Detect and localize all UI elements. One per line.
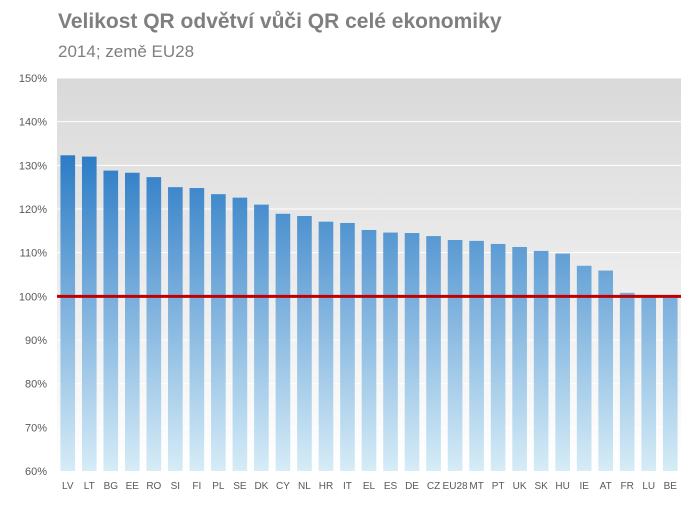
x-tick-label: LT [84,481,95,492]
y-tick-label: 130% [19,160,47,172]
x-tick-label: CY [276,481,290,492]
bar-eu28 [447,240,463,471]
x-tick-label: DE [405,481,419,492]
chart-subtitle: 2014; země EU28 [58,42,195,61]
bar-pl [211,194,226,472]
x-tick-label: HR [319,481,333,492]
bar-el [361,229,377,471]
bar-ro [146,177,162,471]
chart-title: Velikost QR odvětví vůči QR celé ekonomi… [58,10,502,33]
x-tick-label: LU [642,481,655,492]
x-tick-label: CZ [427,481,440,492]
bar-be [662,296,678,471]
x-tick-label: FR [621,481,634,492]
x-tick-label: BE [664,481,678,492]
bar-lu [641,295,657,471]
bar-cy [275,213,291,471]
y-tick-label: 100% [19,291,47,303]
x-tick-label: SE [233,481,247,492]
x-tick-label: FI [192,481,201,492]
bar-si [168,187,183,471]
y-tick-label: 80% [25,379,47,391]
bar-cz [426,236,441,471]
bar-ie [576,265,592,471]
bar-mt [469,240,484,471]
y-tick-label: 140% [19,117,47,129]
y-axis-ticks: 60% 70% 80% 90% 100% 110% 120% 130% 140% 150% [19,73,47,478]
x-tick-label: ES [384,481,398,492]
x-tick-label: IE [579,481,589,492]
x-tick-label: PL [212,481,225,492]
y-tick-label: 70% [25,422,47,434]
bar-ee [124,172,140,472]
bar-sk [533,250,549,471]
x-tick-label: EU28 [443,481,468,492]
x-tick-label: IT [343,481,352,492]
x-tick-label: NL [298,481,311,492]
x-tick-label: AT [600,481,612,492]
x-tick-label: EL [363,481,376,492]
bar-uk [512,246,527,471]
y-tick-label: 60% [25,466,47,478]
bar-hr [318,221,334,471]
x-tick-label: UK [513,481,527,492]
bar-hu [555,253,570,471]
bar-dk [254,204,269,471]
bar-at [598,270,614,471]
x-tick-label: DK [254,481,268,492]
x-tick-label: SK [534,481,548,492]
bar-de [404,233,420,471]
x-tick-label: MT [469,481,483,492]
bar-se [232,197,248,471]
x-tick-label: EE [126,481,140,492]
x-tick-label: PT [492,481,505,492]
y-tick-label: 150% [19,73,47,85]
bar-lt [81,156,97,471]
y-tick-label: 120% [19,204,47,216]
x-tick-label: RO [146,481,161,492]
bar-es [383,232,398,471]
x-tick-label: LV [62,481,74,492]
bar-lv [60,155,76,472]
bar-it [340,222,355,471]
bar-pt [490,243,506,471]
x-axis-ticks: LV LT BG EE RO SI FI PL SE DK CY NL HR IT EL ES DE CZ EU28… [62,481,677,492]
x-tick-label: BG [104,481,119,492]
x-tick-label: SI [171,481,180,492]
bar-fi [189,188,205,472]
y-tick-label: 110% [20,248,48,260]
bar-fr [619,292,635,471]
bar-bg [103,170,119,471]
x-tick-label: HU [555,481,569,492]
y-tick-label: 90% [25,335,47,347]
bar-nl [297,215,312,471]
